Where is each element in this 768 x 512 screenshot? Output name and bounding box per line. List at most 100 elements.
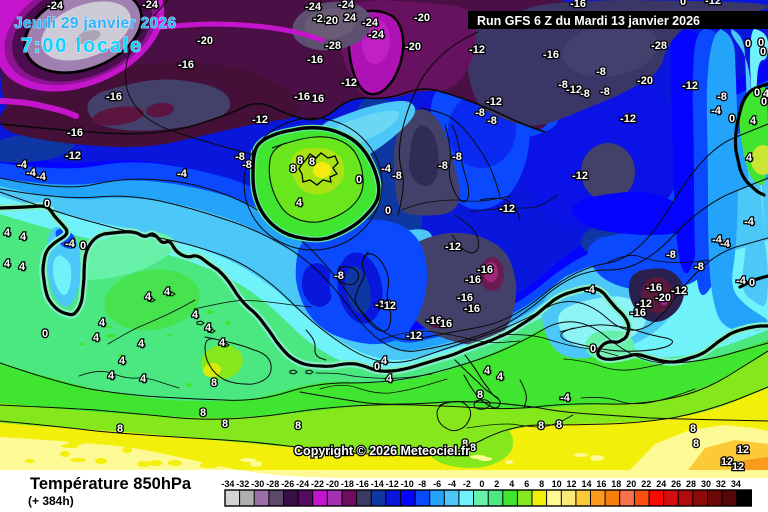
svg-text:16: 16 xyxy=(440,318,452,330)
svg-text:-8: -8 xyxy=(600,86,610,98)
svg-text:20: 20 xyxy=(626,479,636,489)
svg-text:-4: -4 xyxy=(585,284,596,296)
svg-text:Run GFS 6 Z du Mardi 13 janvie: Run GFS 6 Z du Mardi 13 janvier 2026 xyxy=(477,14,700,28)
svg-text:-24: -24 xyxy=(362,17,379,29)
svg-text:0: 0 xyxy=(729,113,735,125)
svg-text:-16: -16 xyxy=(630,307,646,319)
svg-text:22: 22 xyxy=(641,479,651,489)
svg-text:-12: -12 xyxy=(486,96,502,108)
svg-text:-12: -12 xyxy=(682,80,698,92)
svg-text:12: 12 xyxy=(566,479,576,489)
svg-text:-12: -12 xyxy=(380,300,396,312)
svg-text:-24: -24 xyxy=(47,0,64,12)
svg-text:4: 4 xyxy=(746,152,753,164)
svg-text:24: 24 xyxy=(344,12,357,24)
svg-text:12: 12 xyxy=(737,444,749,456)
svg-text:-4: -4 xyxy=(36,171,47,183)
svg-text:0: 0 xyxy=(374,361,380,373)
svg-text:16: 16 xyxy=(312,93,324,105)
svg-text:4: 4 xyxy=(145,291,152,303)
svg-text:-20: -20 xyxy=(326,479,339,489)
svg-text:Copyright © 2026 Meteociel.fr: Copyright © 2026 Meteociel.fr xyxy=(294,444,470,458)
svg-text:-12: -12 xyxy=(620,113,636,125)
svg-text:4: 4 xyxy=(164,286,171,298)
svg-text:0: 0 xyxy=(758,37,764,49)
svg-text:-20: -20 xyxy=(405,41,421,53)
svg-text:-4: -4 xyxy=(736,275,747,287)
svg-text:0: 0 xyxy=(356,174,362,186)
svg-text:-16: -16 xyxy=(67,127,83,139)
svg-text:-4: -4 xyxy=(65,238,76,250)
svg-text:-4: -4 xyxy=(560,392,571,404)
svg-text:34: 34 xyxy=(731,479,741,489)
svg-text:7:00 locale: 7:00 locale xyxy=(21,35,143,57)
svg-text:24: 24 xyxy=(656,479,666,489)
svg-text:-10: -10 xyxy=(401,479,414,489)
svg-text:-8: -8 xyxy=(666,249,676,261)
svg-text:-12: -12 xyxy=(671,285,687,297)
svg-text:8: 8 xyxy=(470,442,476,454)
svg-text:28: 28 xyxy=(686,479,696,489)
svg-text:-20: -20 xyxy=(414,12,430,24)
svg-text:8: 8 xyxy=(539,479,544,489)
svg-text:-24: -24 xyxy=(338,0,355,11)
svg-text:0: 0 xyxy=(754,87,760,99)
svg-text:-32: -32 xyxy=(236,479,249,489)
svg-text:-12: -12 xyxy=(636,298,652,310)
svg-text:-18: -18 xyxy=(341,479,354,489)
svg-text:12: 12 xyxy=(721,456,733,468)
svg-text:0: 0 xyxy=(80,240,86,252)
svg-text:0: 0 xyxy=(479,479,484,489)
svg-text:8: 8 xyxy=(295,420,301,432)
svg-text:8: 8 xyxy=(477,389,483,401)
svg-text:8: 8 xyxy=(693,438,699,450)
svg-text:4: 4 xyxy=(219,337,226,349)
svg-text:-16: -16 xyxy=(570,0,586,10)
svg-text:-4: -4 xyxy=(712,234,723,246)
svg-text:6: 6 xyxy=(524,479,529,489)
svg-text:4: 4 xyxy=(19,261,26,273)
svg-text:4: 4 xyxy=(296,197,303,209)
svg-text:8: 8 xyxy=(200,407,206,419)
svg-text:-8: -8 xyxy=(487,115,497,127)
svg-text:18: 18 xyxy=(611,479,621,489)
svg-text:-16: -16 xyxy=(457,292,473,304)
svg-text:-24: -24 xyxy=(305,1,322,13)
svg-text:-16: -16 xyxy=(464,303,480,315)
svg-text:-12: -12 xyxy=(341,77,357,89)
svg-text:4: 4 xyxy=(93,332,100,344)
svg-text:4: 4 xyxy=(763,88,768,100)
svg-text:30: 30 xyxy=(701,479,711,489)
svg-text:8: 8 xyxy=(290,163,296,175)
svg-text:4: 4 xyxy=(192,309,199,321)
svg-text:8: 8 xyxy=(556,419,562,431)
svg-text:4: 4 xyxy=(119,355,126,367)
svg-text:-8: -8 xyxy=(438,160,448,172)
svg-text:-16: -16 xyxy=(307,54,323,66)
svg-text:0: 0 xyxy=(745,38,751,50)
svg-text:-2: -2 xyxy=(463,479,471,489)
svg-text:4: 4 xyxy=(381,355,388,367)
svg-text:-12: -12 xyxy=(572,170,588,182)
svg-text:-8: -8 xyxy=(558,79,568,91)
svg-text:0: 0 xyxy=(385,205,391,217)
svg-text:-12: -12 xyxy=(252,114,268,126)
svg-text:-12: -12 xyxy=(499,203,515,215)
svg-text:-28: -28 xyxy=(325,40,341,52)
svg-text:4: 4 xyxy=(497,371,504,383)
svg-text:Température 850hPa: Température 850hPa xyxy=(30,475,192,493)
svg-text:4: 4 xyxy=(205,322,212,334)
svg-text:-22: -22 xyxy=(311,479,324,489)
svg-text:-28: -28 xyxy=(266,479,279,489)
svg-text:8: 8 xyxy=(690,423,696,435)
svg-text:4: 4 xyxy=(99,317,106,329)
svg-text:0: 0 xyxy=(761,96,767,108)
svg-text:-8: -8 xyxy=(334,270,344,282)
svg-text:-6: -6 xyxy=(433,479,441,489)
svg-text:8: 8 xyxy=(538,420,544,432)
svg-text:-24: -24 xyxy=(296,479,309,489)
svg-text:-8: -8 xyxy=(694,261,704,273)
svg-text:32: 32 xyxy=(716,479,726,489)
svg-text:-20: -20 xyxy=(197,35,213,47)
svg-text:-4: -4 xyxy=(177,168,188,180)
